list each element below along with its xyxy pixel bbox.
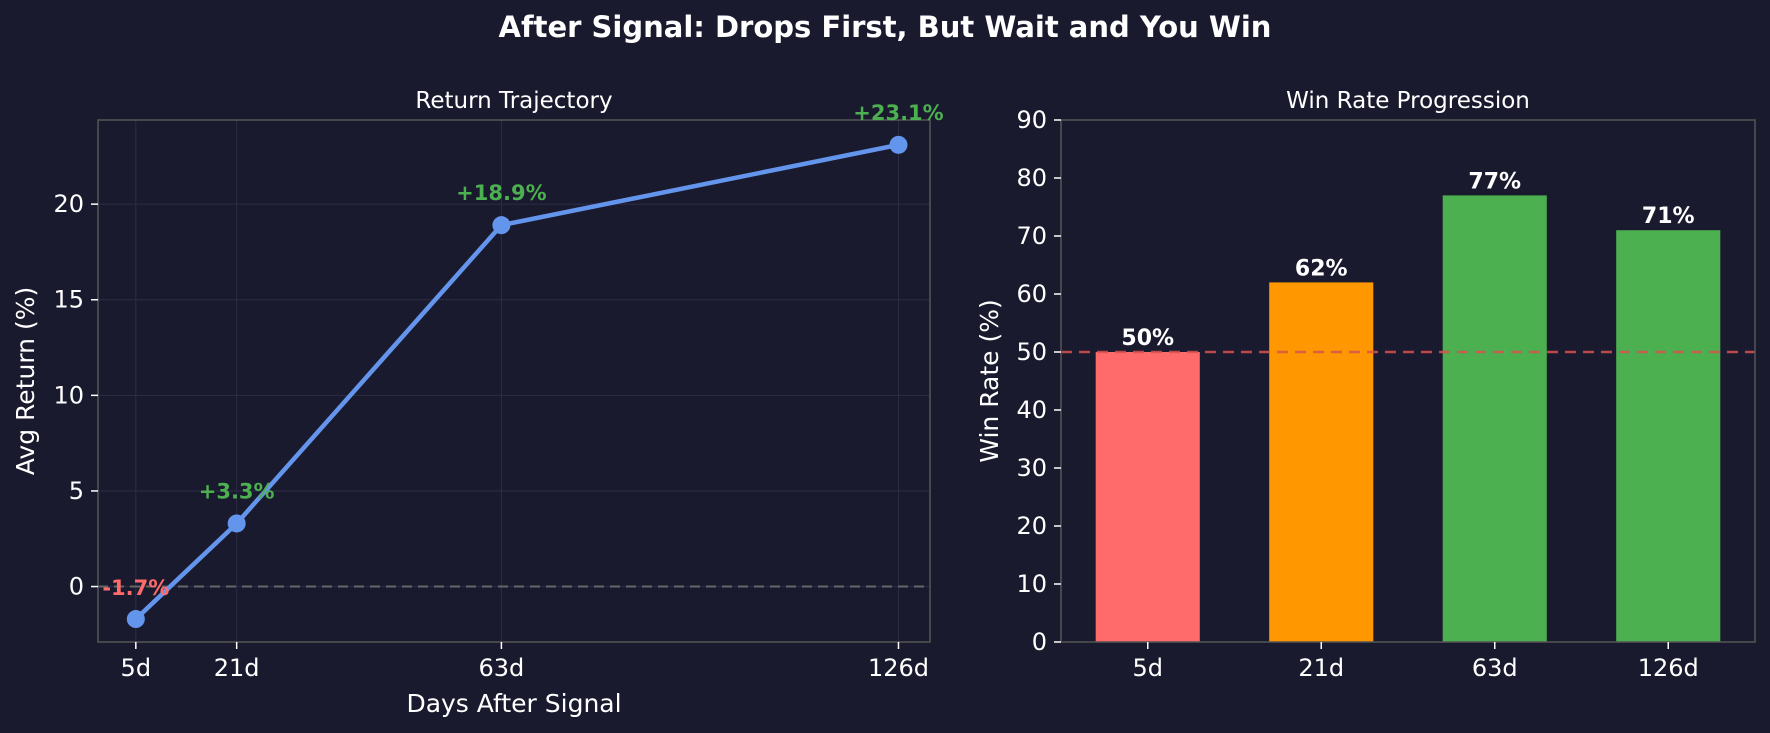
bar-chart-y-ticks: 0 10 20 30 40 50 60 70 80 90	[1016, 106, 1061, 656]
y-tick-label: 10	[53, 381, 84, 409]
y-tick-label: 20	[53, 190, 84, 218]
y-tick-label: 40	[1016, 396, 1047, 424]
figure-title: After Signal: Drops First, But Wait and …	[499, 10, 1272, 44]
bar-chart-x-ticks: 5d 21d 63d 126d	[1132, 642, 1699, 682]
win-rate-bars	[1095, 195, 1721, 642]
line-chart-grid	[98, 120, 930, 642]
win-rate-bar	[1616, 230, 1721, 642]
return-point-labels: -1.7% +3.3% +18.9% +23.1%	[102, 101, 943, 600]
return-point-label: +18.9%	[456, 181, 546, 205]
line-chart-x-label: Days After Signal	[406, 689, 621, 718]
win-rate-bar	[1442, 195, 1547, 642]
x-tick-label: 5d	[121, 654, 152, 682]
return-line	[134, 142, 899, 621]
return-points	[126, 135, 908, 629]
x-tick-label: 21d	[1298, 654, 1344, 682]
bar-chart-plot-area	[1060, 119, 1756, 643]
win-rate-value-label: 77%	[1468, 169, 1521, 194]
x-tick-label: 21d	[214, 654, 260, 682]
line-chart-title: Return Trajectory	[415, 88, 612, 114]
y-tick-label: 0	[69, 573, 84, 601]
x-tick-label: 126d	[1638, 654, 1699, 682]
x-tick-label: 63d	[1472, 654, 1518, 682]
return-point	[492, 216, 511, 235]
y-tick-label: 90	[1016, 106, 1047, 134]
return-point-label: +3.3%	[199, 479, 275, 503]
y-tick-label: 5	[69, 477, 84, 505]
y-tick-label: 0	[1032, 628, 1047, 656]
line-chart-x-ticks: 5d 21d 63d 126d	[121, 642, 929, 682]
win-rate-bar	[1269, 282, 1374, 642]
bar-chart-title: Win Rate Progression	[1286, 88, 1530, 114]
win-rate-value-labels: 50% 62% 77% 71%	[1121, 169, 1694, 351]
line-chart-y-ticks: 0 5 10 15 20	[53, 190, 98, 601]
y-tick-label: 10	[1016, 570, 1047, 598]
win-rate-value-label: 50%	[1121, 326, 1174, 351]
x-tick-label: 126d	[868, 654, 929, 682]
y-tick-label: 80	[1016, 164, 1047, 192]
win-rate-bar	[1095, 352, 1200, 642]
bar-chart-y-label: Win Rate (%)	[975, 299, 1004, 462]
win-rate-value-label: 62%	[1295, 256, 1348, 281]
line-chart-y-label: Avg Return (%)	[11, 287, 40, 475]
bar-chart: Win Rate Progression 0 10 20 30 40 50 60 70 80 90…	[975, 88, 1756, 682]
y-tick-label: 50	[1016, 338, 1047, 366]
return-point	[227, 514, 246, 533]
return-point-label: +23.1%	[853, 101, 943, 125]
return-point-label: -1.7%	[102, 576, 169, 600]
x-tick-label: 5d	[1132, 654, 1163, 682]
y-tick-label: 20	[1016, 512, 1047, 540]
return-point	[126, 610, 145, 629]
y-tick-label: 15	[53, 286, 84, 314]
x-tick-label: 63d	[479, 654, 525, 682]
line-chart-plot-area	[97, 119, 931, 643]
win-rate-value-label: 71%	[1642, 204, 1695, 229]
y-tick-label: 70	[1016, 222, 1047, 250]
y-tick-label: 60	[1016, 280, 1047, 308]
y-tick-label: 30	[1016, 454, 1047, 482]
return-point	[889, 135, 908, 154]
